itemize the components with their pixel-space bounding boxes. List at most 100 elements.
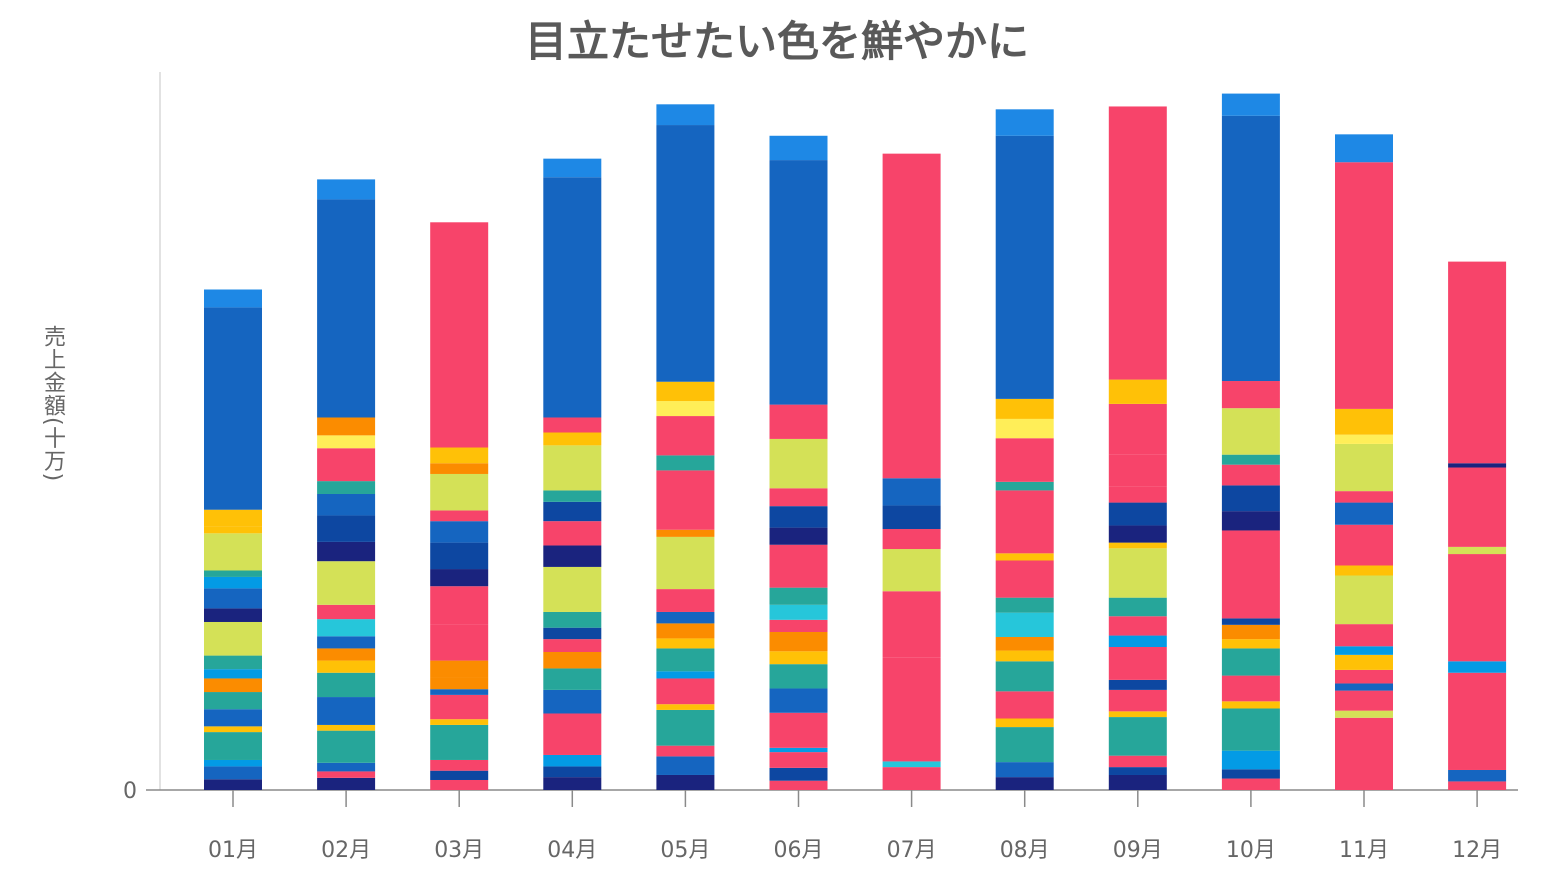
bar-segment	[995, 560, 1054, 598]
bar-segment	[1221, 454, 1280, 465]
bar-segment	[317, 648, 376, 661]
x-axis-ticks: 01月 02月 03月 04月 05月 06月 07月 08月 09月 10月 11月 12月	[208, 790, 1502, 863]
x-tick-label: 10月	[1226, 838, 1276, 863]
bar-segment	[769, 767, 828, 781]
bar-segment	[656, 774, 715, 791]
x-tick-label: 06月	[774, 838, 824, 863]
bar-segment	[656, 671, 715, 679]
bar-segment	[656, 589, 715, 612]
bar-segment	[1335, 717, 1393, 790]
bar-segment	[1221, 639, 1280, 649]
bar-segment	[317, 619, 376, 637]
bar-segment	[543, 490, 602, 502]
bar-segment	[543, 754, 602, 767]
bar-segment	[317, 417, 376, 436]
bar-segment	[1448, 672, 1507, 770]
bar-segment	[1108, 454, 1167, 487]
bar-segment	[656, 529, 715, 537]
bar-segment	[1221, 115, 1280, 382]
bar-segment	[430, 521, 489, 543]
bar-segment	[882, 478, 941, 506]
bar-segment	[995, 718, 1054, 728]
bar-segment	[1335, 443, 1393, 492]
bar-segment	[882, 591, 941, 658]
bar-segment	[882, 767, 941, 790]
bar-segment	[317, 179, 376, 200]
bar-segment	[543, 545, 602, 567]
bar-segment	[204, 509, 262, 527]
bar-segment	[1108, 403, 1167, 455]
bar-segment	[1221, 624, 1280, 640]
bar-segment	[430, 689, 489, 695]
bar-segment	[1448, 781, 1507, 790]
bar-segment	[1108, 689, 1167, 712]
bar-segment	[1221, 530, 1280, 619]
bar-segment	[430, 719, 489, 725]
bar-segment	[430, 463, 489, 474]
bar-segment	[430, 569, 489, 587]
bar-segment	[995, 418, 1054, 439]
bar-segment	[1221, 648, 1280, 676]
bar-segment	[430, 660, 489, 678]
bar-segment	[543, 766, 602, 778]
bar-segment	[882, 657, 941, 762]
bar-segment	[656, 648, 715, 672]
bar-segment	[1108, 635, 1167, 647]
bar-segment	[1108, 548, 1167, 598]
bar-segment	[1335, 575, 1393, 625]
bar-segment	[317, 697, 376, 725]
bar-segment	[430, 779, 489, 790]
bar-segment	[204, 678, 262, 693]
bar-segment	[204, 779, 262, 790]
bar-segment	[995, 650, 1054, 662]
bar-segment	[204, 307, 262, 510]
bar-segment	[204, 726, 262, 733]
bar-segment	[1335, 408, 1393, 435]
bar-segment	[995, 553, 1054, 561]
bar-segment	[1335, 502, 1393, 525]
bar-segment	[882, 761, 941, 768]
bar-segment	[769, 651, 828, 665]
bar-segment	[317, 636, 376, 649]
bar-segment	[204, 692, 262, 710]
bar-segment	[1108, 711, 1167, 718]
bar-segment	[204, 732, 262, 760]
bar-segment	[1108, 767, 1167, 775]
bar-segment	[769, 752, 828, 768]
bar-segment	[1108, 774, 1167, 791]
bar-segment	[1221, 93, 1280, 116]
bar-segment	[995, 109, 1054, 136]
bar-segment	[769, 404, 828, 439]
bar-segment	[656, 401, 715, 417]
bar-segment	[1335, 669, 1393, 684]
bar-segment	[317, 541, 376, 562]
bar-segment	[769, 135, 828, 161]
bar-segment	[543, 668, 602, 690]
bar-segment	[882, 505, 941, 530]
bar-segment	[430, 222, 489, 448]
bar-segment	[769, 688, 828, 713]
bar-segment	[995, 636, 1054, 651]
bar-segment	[1108, 106, 1167, 380]
bar-segment	[543, 689, 602, 714]
bar-segment	[1335, 710, 1393, 718]
bar-segment	[430, 694, 489, 720]
bar-segment	[769, 488, 828, 507]
bar-segment	[1335, 646, 1393, 655]
bar-segment	[317, 515, 376, 542]
bar-segment	[543, 652, 602, 669]
bar-segment	[543, 639, 602, 652]
bar-segment	[430, 624, 489, 661]
bar-segment	[1221, 381, 1280, 409]
bar-segment	[204, 759, 262, 767]
bar-segment	[656, 678, 715, 705]
bar-segment	[1335, 624, 1393, 647]
bar-segment	[204, 709, 262, 727]
bar-segment	[1335, 654, 1393, 670]
bar-segment	[1108, 525, 1167, 543]
bar-segment	[1448, 261, 1507, 464]
bar-segment	[769, 664, 828, 689]
bar-segment	[204, 608, 262, 622]
bar-segment	[430, 447, 489, 464]
